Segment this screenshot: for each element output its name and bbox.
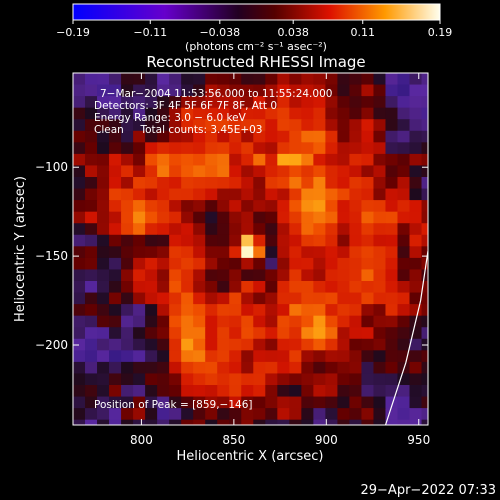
y-tick-label: −100 xyxy=(35,160,68,174)
heatmap-image xyxy=(73,73,428,425)
y-axis-label: Heliocentric Y (arcsec) xyxy=(13,176,28,322)
footer-timestamp: 29−Apr−2022 07:33 xyxy=(361,483,497,498)
annotation-detectors: Detectors: 3F 4F 5F 6F 7F 8F, Att 0 xyxy=(94,100,277,112)
annotation-block: 7−Mar−2004 11:53:56.000 to 11:55:24.000 … xyxy=(94,88,332,411)
colorbar-tick-label: −0.19 xyxy=(56,26,90,39)
colorbar-unit-label: (photons cm⁻² s⁻¹ asec⁻²) xyxy=(185,40,327,53)
colorbar-gradient xyxy=(72,3,441,21)
solar-limb-curve xyxy=(384,250,428,425)
axis-ticks: 800 850 900 950 −100 −150 −200 xyxy=(35,73,430,447)
colorbar-tick-label: −0.038 xyxy=(199,26,240,39)
colorbar-tick-label: −0.11 xyxy=(133,26,167,39)
colorbar: −0.19 −0.11 −0.038 0.038 0.11 0.19 (photons c… xyxy=(56,3,452,53)
x-tick-label: 900 xyxy=(315,433,338,447)
colorbar-tick-label: 0.19 xyxy=(428,26,453,39)
plot-area: 800 850 900 950 −100 −150 −200 xyxy=(35,72,430,447)
colorbar-tick-label: 0.038 xyxy=(277,26,309,39)
y-tick-label: −200 xyxy=(35,338,68,352)
plot-frame xyxy=(72,72,429,426)
annotation-time-range: 7−Mar−2004 11:53:56.000 to 11:55:24.000 xyxy=(100,88,332,100)
chart-title: Reconstructed RHESSI Image xyxy=(146,53,365,71)
annotation-energy-range: Energy Range: 3.0 − 6.0 keV xyxy=(94,112,247,124)
colorbar-ticks: −0.19 −0.11 −0.038 0.038 0.11 0.19 xyxy=(56,20,452,39)
annotation-clean-counts: Clean Total counts: 3.45E+03 xyxy=(94,124,263,136)
x-tick-label: 800 xyxy=(130,433,153,447)
annotation-peak-position: Position of Peak = [859,−146] xyxy=(94,399,253,411)
y-tick-label: −150 xyxy=(35,249,68,263)
x-tick-label: 950 xyxy=(407,433,430,447)
x-axis-label: Heliocentric X (arcsec) xyxy=(177,449,324,464)
colorbar-tick-label: 0.11 xyxy=(350,26,375,39)
x-tick-label: 850 xyxy=(222,433,245,447)
